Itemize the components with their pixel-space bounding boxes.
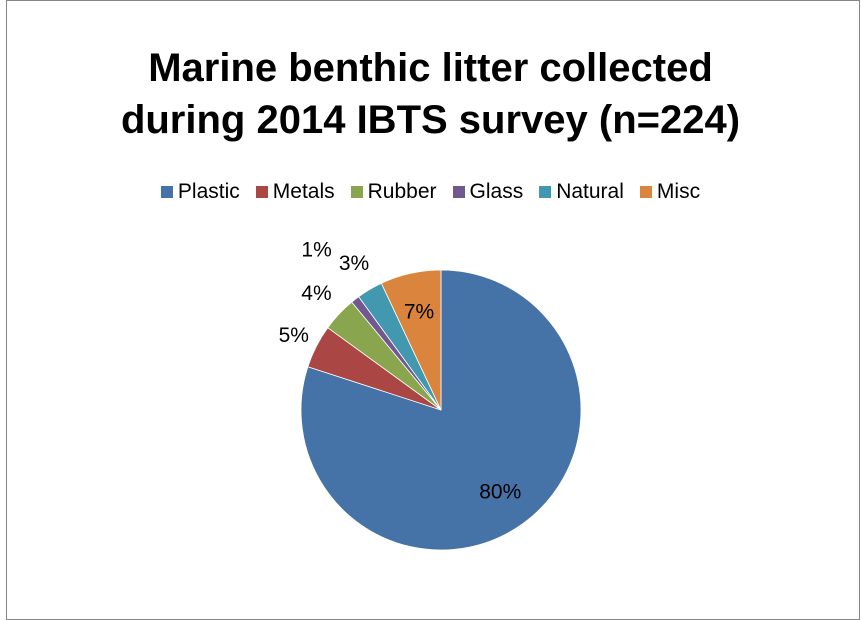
data-label-metals: 5%	[279, 324, 309, 347]
legend-item-plastic: Plastic	[160, 180, 240, 204]
legend-label-rubber: Rubber	[367, 180, 437, 203]
data-label-misc: 7%	[404, 301, 434, 324]
data-label-rubber: 4%	[301, 282, 331, 305]
legend-label-natural: Natural	[556, 180, 624, 203]
legend-label-plastic: Plastic	[177, 180, 240, 203]
legend-swatch-plastic	[160, 186, 173, 198]
data-label-glass: 1%	[301, 239, 331, 262]
chart-title-line-2: during 2014 IBTS survey (n=224)	[120, 98, 741, 142]
legend-swatch-glass	[452, 186, 465, 198]
pie-chart: 80% 5% 4% 1% 3% 7%	[279, 239, 582, 551]
legend-item-misc: Misc	[639, 180, 701, 204]
legend-swatch-natural	[539, 186, 552, 198]
legend-swatch-rubber	[350, 186, 363, 198]
legend-swatch-misc	[639, 186, 652, 198]
pie-slice-misc	[380, 269, 442, 411]
legend-swatch-metals	[255, 186, 268, 198]
legend-item-natural: Natural	[539, 180, 624, 204]
legend-item-metals: Metals	[255, 180, 335, 204]
legend-item-rubber: Rubber	[350, 180, 437, 204]
data-label-plastic: 80%	[479, 481, 521, 504]
chart-legend: Plastic Metals Rubber Glass Natural Misc	[0, 180, 861, 204]
chart-title: Marine benthic litter collected during 2…	[0, 42, 861, 146]
legend-label-misc: Misc	[656, 180, 701, 203]
legend-label-glass: Glass	[469, 180, 524, 203]
legend-label-metals: Metals	[272, 180, 335, 203]
legend-item-glass: Glass	[452, 180, 524, 204]
chart-title-line-1: Marine benthic litter collected	[148, 46, 713, 90]
data-label-natural: 3%	[339, 252, 369, 275]
